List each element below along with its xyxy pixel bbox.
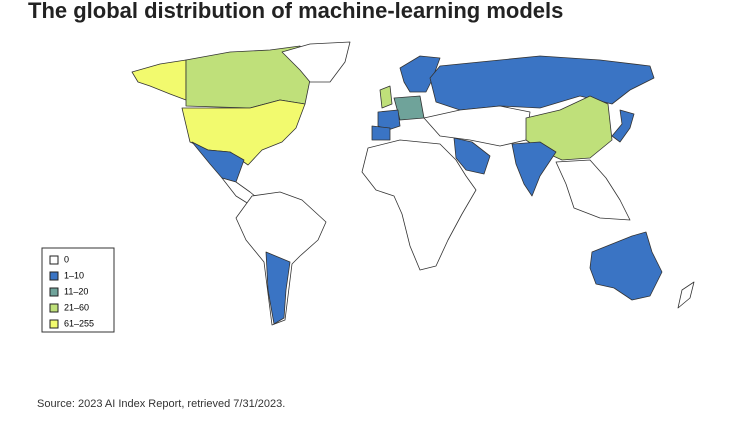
title: The global distribution of machine-learn… [28, 0, 564, 23]
source-note: Source: 2023 AI Index Report, retrieved … [37, 398, 286, 410]
legend-swatch [49, 319, 59, 329]
australia [589, 231, 663, 301]
greenland [281, 41, 351, 83]
russia [429, 55, 655, 111]
legend-label: 61–255 [64, 318, 94, 328]
legend-label: 11–20 [64, 286, 88, 296]
mexico [191, 141, 245, 183]
usa [181, 99, 306, 166]
saudi-arabia [453, 137, 491, 175]
legend-label: 1–10 [64, 270, 84, 280]
india [511, 141, 557, 197]
southeast-asia [555, 159, 631, 221]
japan [611, 109, 635, 143]
canada [185, 45, 313, 109]
legend-label: 0 [64, 254, 69, 264]
africa [361, 139, 477, 271]
legend-swatch [49, 271, 59, 281]
legend-label: 21–60 [64, 302, 89, 312]
scandinavia [399, 55, 441, 93]
legend-swatch [49, 255, 59, 265]
alaska [131, 59, 187, 101]
new-zealand [677, 281, 695, 309]
uk [379, 85, 393, 109]
legend-swatch [49, 287, 59, 297]
legend: 0 1–10 11–20 21–60 61–255 [41, 247, 115, 333]
france [377, 109, 401, 131]
spain [371, 125, 391, 141]
argentina [265, 251, 291, 325]
legend-swatch [49, 303, 59, 313]
middle-asia [423, 105, 531, 147]
